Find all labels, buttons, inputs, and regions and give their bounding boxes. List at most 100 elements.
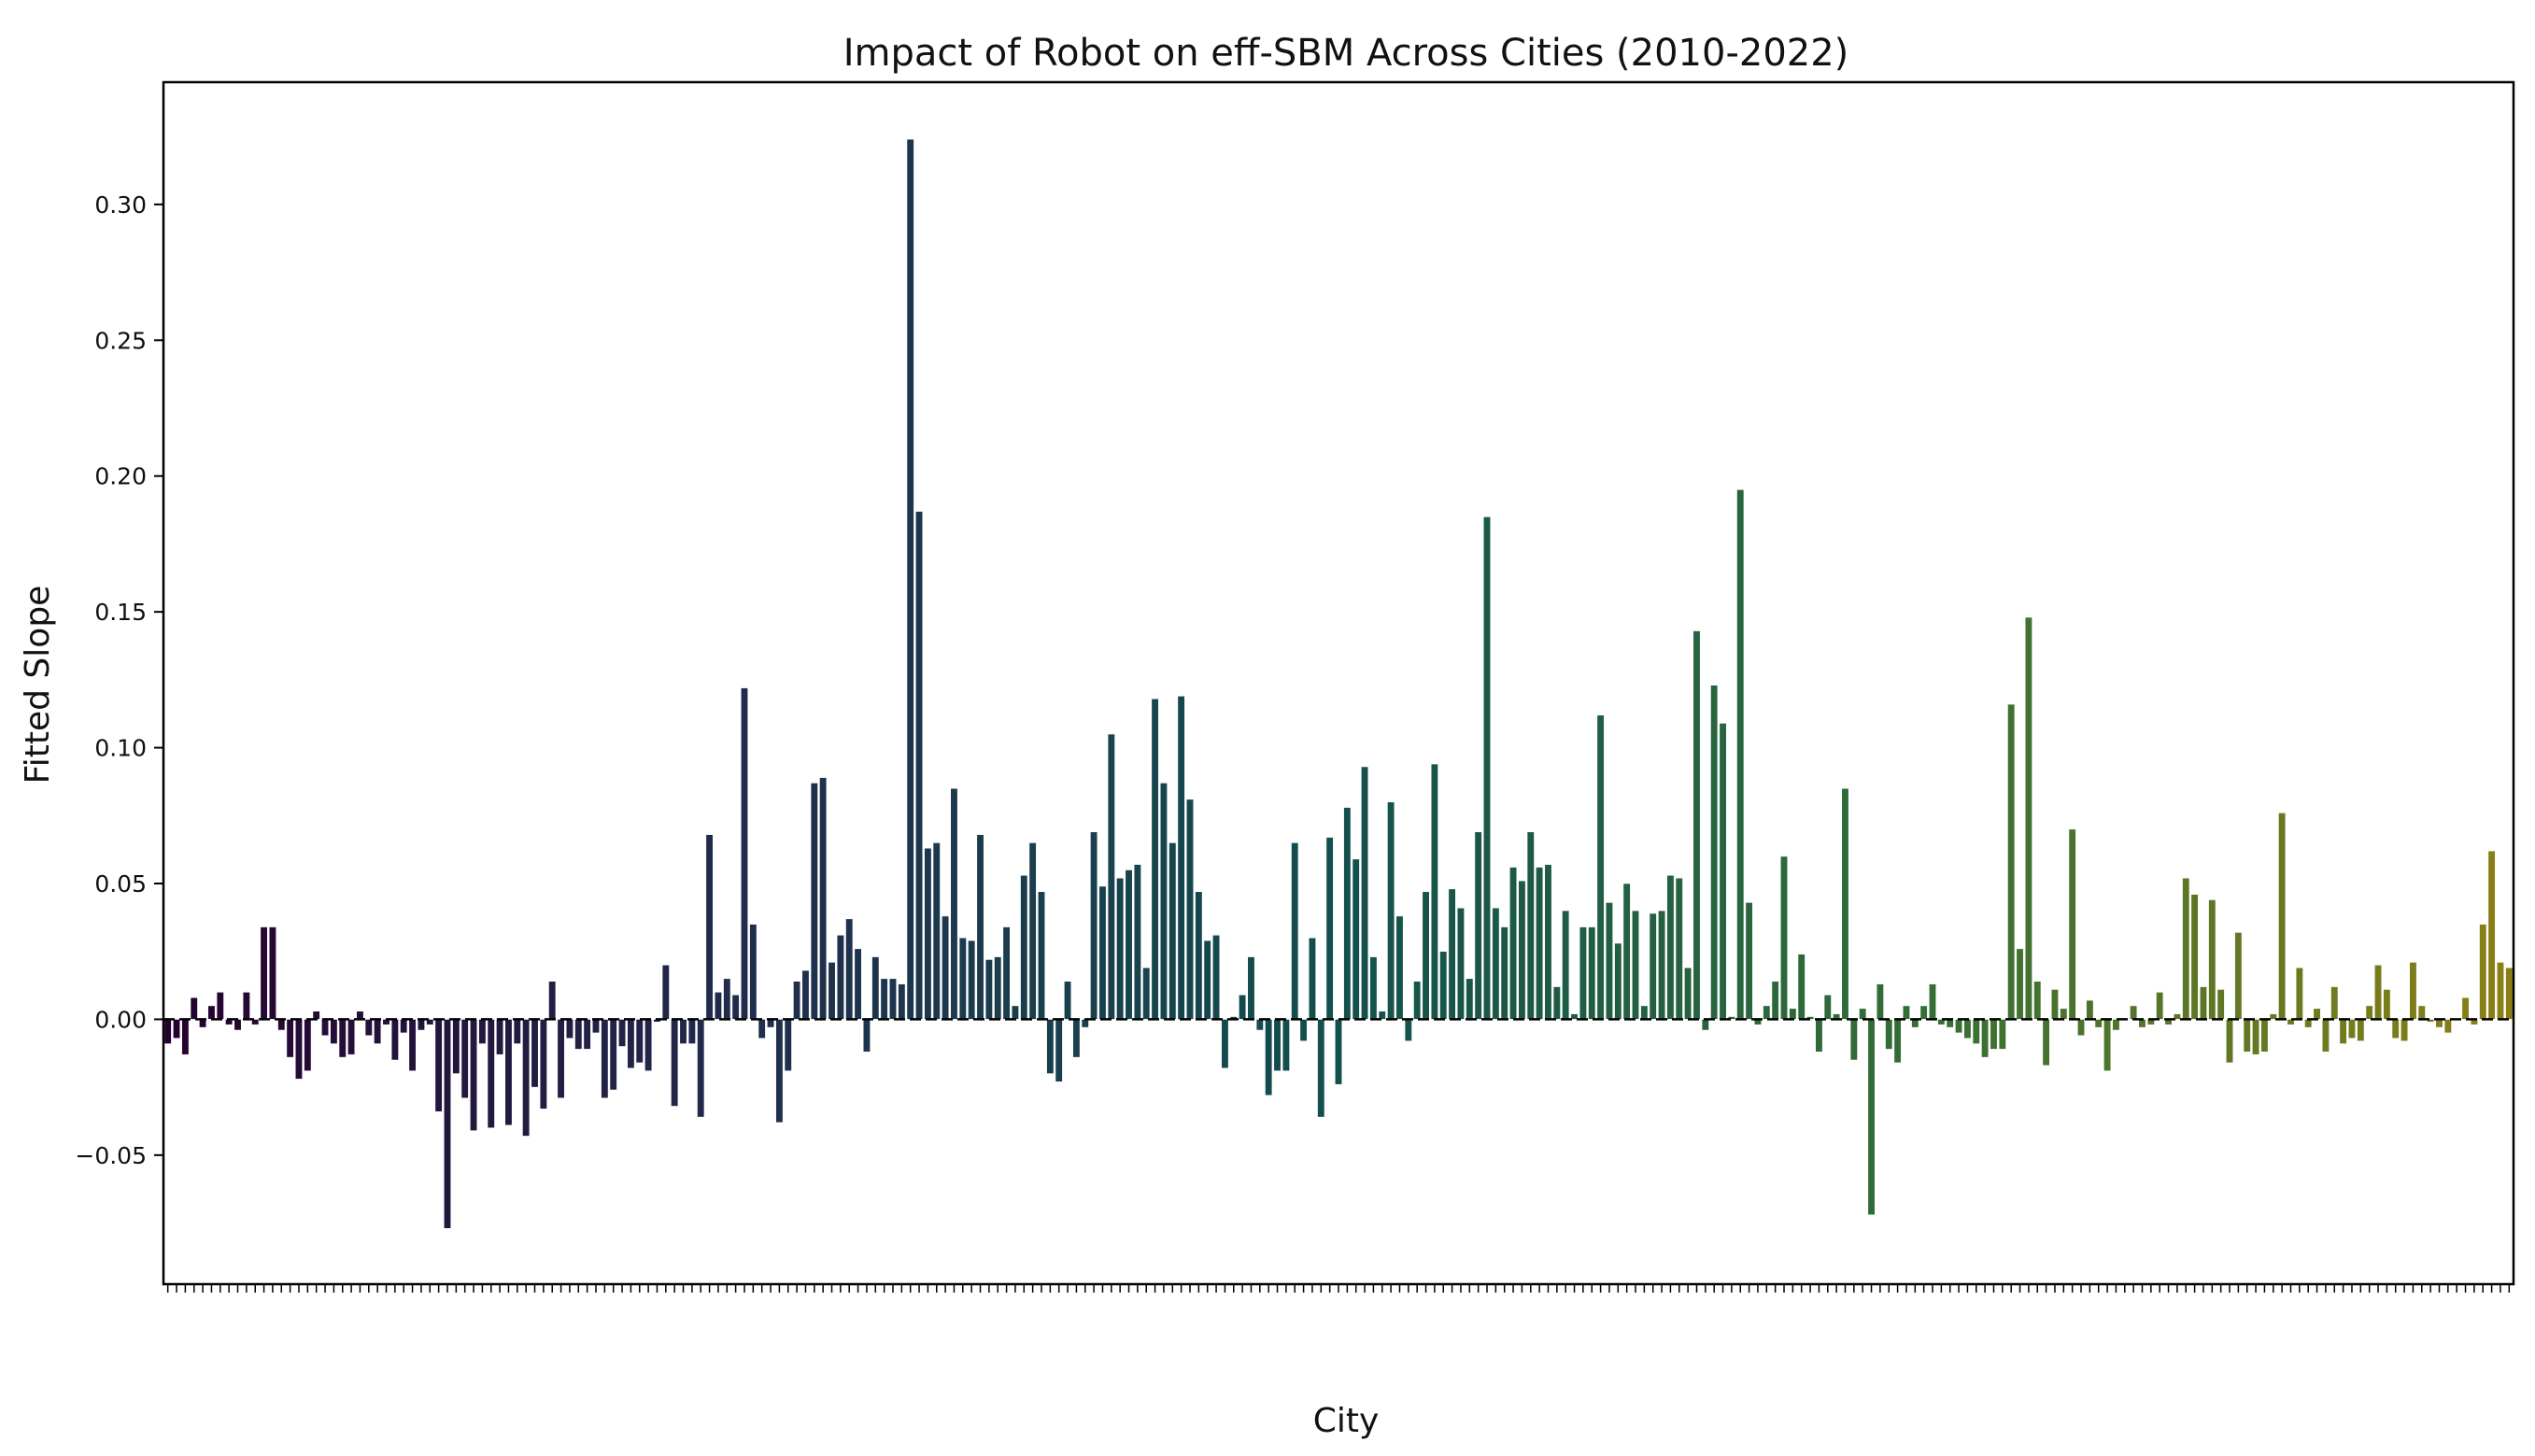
bar-city-44 — [539, 1019, 547, 1110]
bar-city-194 — [1849, 1019, 1858, 1061]
bar-city-173 — [1666, 874, 1675, 1020]
bar-city-68 — [749, 924, 758, 1020]
bar-city-48 — [574, 1019, 583, 1050]
bar-city-143 — [1404, 1019, 1412, 1041]
bar-city-162 — [1570, 1013, 1579, 1020]
bar-city-227 — [2138, 1019, 2146, 1028]
bar-city-144 — [1413, 981, 1422, 1020]
y-tick-label: 0.20 — [94, 463, 147, 490]
bar-city-89 — [932, 842, 941, 1020]
bar-city-4 — [190, 997, 198, 1020]
bar-city-151 — [1474, 831, 1482, 1020]
bar-city-125 — [1247, 956, 1255, 1020]
bar-city-205 — [1946, 1019, 1954, 1028]
y-tick-label: 0.15 — [94, 599, 147, 626]
bar-city-264 — [2461, 997, 2470, 1020]
bar-city-32 — [434, 1019, 443, 1112]
bar-city-53 — [617, 1019, 627, 1047]
bar-city-185 — [1771, 981, 1779, 1020]
bar-city-56 — [644, 1019, 653, 1071]
bar-city-50 — [591, 1019, 601, 1034]
bar-city-115 — [1159, 783, 1168, 1020]
bar-city-261 — [2435, 1019, 2443, 1028]
bar-city-86 — [906, 138, 914, 1020]
bar-city-222 — [2094, 1019, 2103, 1028]
bar-city-6 — [207, 1005, 216, 1020]
bar-city-107 — [1090, 831, 1098, 1020]
bar-city-42 — [522, 1019, 531, 1137]
bar-city-139 — [1369, 956, 1378, 1020]
bar-city-93 — [968, 940, 976, 1020]
bar-city-172 — [1658, 910, 1666, 1020]
bar-city-60 — [679, 1019, 687, 1044]
bar-city-82 — [871, 956, 880, 1020]
bar-city-83 — [880, 978, 888, 1020]
y-axis-label: Fitted Slope — [19, 586, 57, 785]
bar-city-216 — [2042, 1019, 2050, 1067]
bar-city-212 — [2007, 703, 2016, 1020]
bar-city-157 — [1526, 831, 1535, 1020]
bar-city-235 — [2208, 899, 2216, 1020]
bar-city-9 — [234, 1019, 242, 1031]
bar-city-1 — [163, 1019, 172, 1044]
bar-city-87 — [915, 511, 924, 1020]
bar-city-38 — [487, 1019, 495, 1129]
bar-city-193 — [1841, 787, 1849, 1020]
bar-city-229 — [2156, 992, 2164, 1020]
bar-city-170 — [1640, 1005, 1649, 1020]
bar-city-109 — [1107, 733, 1115, 1020]
bar-city-7 — [216, 992, 224, 1020]
bar-city-105 — [1072, 1019, 1081, 1058]
bar-city-164 — [1588, 926, 1596, 1020]
bar-city-258 — [2409, 962, 2417, 1020]
bar-city-14 — [277, 1019, 286, 1031]
bar-city-219 — [2068, 828, 2076, 1020]
bar-city-18 — [312, 1011, 320, 1020]
bar-city-150 — [1466, 978, 1474, 1020]
bar-city-74 — [801, 969, 810, 1020]
bar-city-161 — [1562, 910, 1570, 1020]
bar-city-80 — [854, 948, 862, 1020]
bar-city-176 — [1692, 630, 1701, 1020]
bar-city-15 — [286, 1019, 294, 1058]
y-tick-label: 0.05 — [94, 870, 147, 898]
bar-city-91 — [950, 787, 958, 1020]
bar-city-267 — [2487, 850, 2496, 1020]
bar-city-220 — [2076, 1019, 2086, 1037]
bar-city-198 — [1885, 1019, 1893, 1050]
bar-city-213 — [2016, 948, 2024, 1020]
bar-city-257 — [2400, 1019, 2409, 1041]
bar-city-75 — [810, 783, 818, 1020]
bar-city-224 — [2112, 1019, 2120, 1031]
bar-city-255 — [2383, 989, 2391, 1020]
bar-city-188 — [1797, 954, 1806, 1020]
bar-city-112 — [1133, 864, 1141, 1020]
bar-city-153 — [1492, 907, 1500, 1020]
bar-city-70 — [766, 1019, 775, 1028]
bar-city-10 — [242, 992, 250, 1020]
bar-city-136 — [1343, 807, 1352, 1020]
bar-city-175 — [1684, 967, 1692, 1020]
y-tick-label: −0.05 — [75, 1142, 147, 1169]
bar-city-207 — [1963, 1019, 1972, 1039]
bar-city-154 — [1500, 926, 1508, 1020]
bar-city-197 — [1876, 983, 1884, 1020]
bar-city-12 — [260, 926, 268, 1020]
bar-city-254 — [2373, 964, 2383, 1020]
bar-city-226 — [2130, 1005, 2138, 1020]
bar-city-147 — [1439, 951, 1448, 1020]
bar-city-21 — [338, 1019, 347, 1058]
bar-city-63 — [705, 834, 714, 1020]
bar-city-39 — [496, 1019, 504, 1055]
bar-city-177 — [1701, 1019, 1709, 1031]
bar-city-103 — [1055, 1019, 1063, 1082]
bar-city-40 — [504, 1019, 513, 1126]
bar-city-184 — [1763, 1005, 1771, 1020]
bar-city-199 — [1893, 1019, 1902, 1064]
bar-city-64 — [714, 992, 722, 1020]
bar-city-186 — [1779, 855, 1789, 1020]
bar-city-27 — [390, 1019, 399, 1061]
bar-city-35 — [460, 1019, 469, 1099]
bar-city-114 — [1151, 698, 1159, 1020]
